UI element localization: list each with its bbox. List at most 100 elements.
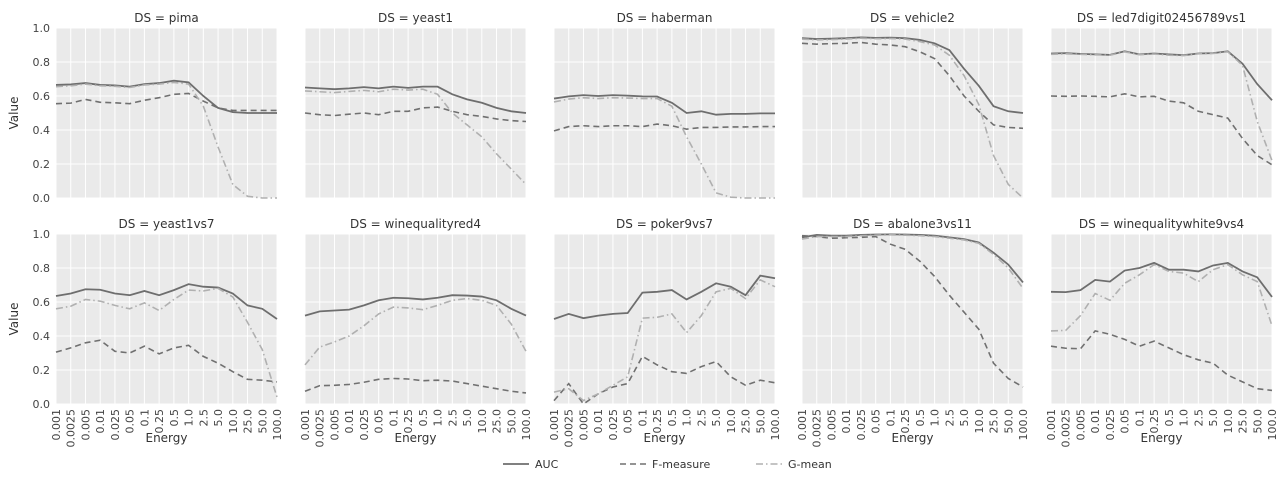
x-tick-label: 0.025 bbox=[855, 409, 868, 441]
x-tick-label: 2.5 bbox=[197, 409, 210, 427]
series-line-g-mean bbox=[1050, 263, 1273, 332]
facet-title: DS = vehicle2 bbox=[870, 11, 955, 25]
y-tick-label: 0.2 bbox=[33, 364, 51, 377]
x-tick-label: 0.0025 bbox=[563, 409, 576, 448]
facet-title: DS = yeast1 bbox=[378, 11, 453, 25]
y-tick-label: 0.4 bbox=[33, 330, 51, 343]
x-tick-label: 25.0 bbox=[988, 409, 1001, 434]
facet-title: DS = led7digit02456789vs1 bbox=[1077, 11, 1246, 25]
x-tick-label: 50.0 bbox=[256, 409, 269, 434]
x-tick-label: 10.0 bbox=[227, 409, 240, 434]
x-tick-label: 1.0 bbox=[183, 409, 196, 427]
x-tick-label: 100.0 bbox=[1266, 409, 1279, 441]
x-tick-label: 0.1 bbox=[636, 409, 649, 427]
x-tick-label: 0.0025 bbox=[65, 409, 78, 448]
series-line-auc bbox=[801, 233, 1024, 284]
legend-item-f-measure: F-measure bbox=[620, 458, 711, 471]
x-tick-label: 0.05 bbox=[622, 409, 635, 434]
x-tick-label: 0.005 bbox=[825, 409, 838, 441]
x-tick-label: 2.5 bbox=[943, 409, 956, 427]
series-line-auc bbox=[553, 274, 776, 320]
x-tick-label: 0.0025 bbox=[1060, 409, 1073, 448]
x-tick-label: 0.5 bbox=[168, 409, 181, 427]
legend-label: G-mean bbox=[788, 458, 832, 471]
legend: AUC F-measure G-mean bbox=[503, 458, 832, 471]
x-tick-label: 0.025 bbox=[1104, 409, 1117, 441]
facet-led7digit02456789vs1: DS = led7digit02456789vs1 bbox=[1050, 11, 1273, 199]
x-tick-label: 100.0 bbox=[769, 409, 782, 441]
x-tick-label: 0.01 bbox=[1089, 409, 1102, 434]
x-tick-label: 50.0 bbox=[1002, 409, 1015, 434]
x-axis-title: Energy bbox=[643, 431, 685, 445]
x-tick-label: 1.0 bbox=[1178, 409, 1191, 427]
legend-label: AUC bbox=[535, 458, 559, 471]
facet-haberman: DS = haberman bbox=[553, 11, 776, 199]
facet-background bbox=[305, 28, 526, 198]
facet-title: DS = winequalitywhite9vs4 bbox=[1079, 217, 1244, 231]
x-tick-label: 100.0 bbox=[1017, 409, 1030, 441]
x-tick-label: 0.25 bbox=[899, 409, 912, 434]
facet-vehicle2: DS = vehicle2 bbox=[801, 11, 1024, 199]
x-tick-label: 1.0 bbox=[681, 409, 694, 427]
series-line-auc bbox=[1050, 50, 1273, 101]
x-tick-label: 50.0 bbox=[1251, 409, 1264, 434]
facet-title: DS = poker9vs7 bbox=[616, 217, 713, 231]
x-tick-label: 100.0 bbox=[520, 409, 533, 441]
y-tick-label: 0.8 bbox=[33, 262, 51, 275]
x-axis-title: Energy bbox=[1140, 431, 1182, 445]
x-tick-label: 0.001 bbox=[299, 409, 312, 441]
series-line-auc bbox=[801, 36, 1024, 114]
legend-label: F-measure bbox=[652, 458, 711, 471]
facet-pima: DS = pima 0.0 0.2 0.4 0.6 0.8 1.0 Value bbox=[7, 11, 278, 205]
x-tick-label: 0.005 bbox=[328, 409, 341, 441]
legend-item-auc: AUC bbox=[503, 458, 559, 471]
facet-background bbox=[56, 234, 277, 404]
y-tick-label: 1.0 bbox=[33, 22, 51, 35]
y-tick-label: 0.0 bbox=[33, 398, 51, 411]
series-line-f-measure bbox=[304, 377, 527, 394]
facet-title: DS = yeast1vs7 bbox=[119, 217, 215, 231]
y-tick-label: 0.4 bbox=[33, 124, 51, 137]
x-tick-label: 0.001 bbox=[1045, 409, 1058, 441]
x-tick-label: 0.1 bbox=[387, 409, 400, 427]
x-tick-label: 0.5 bbox=[1163, 409, 1176, 427]
series-line-f-measure bbox=[801, 234, 1024, 388]
x-tick-label: 0.005 bbox=[79, 409, 92, 441]
facet-yeast1: DS = yeast1 bbox=[304, 11, 527, 199]
x-tick-label: 10.0 bbox=[1222, 409, 1235, 434]
x-tick-label: 100.0 bbox=[271, 409, 284, 441]
series-line-g-mean bbox=[304, 297, 527, 366]
series-line-g-mean bbox=[55, 81, 277, 199]
x-tick-label: 25.0 bbox=[740, 409, 753, 434]
x-tick-label: 25.0 bbox=[1237, 409, 1250, 434]
series-line-f-measure bbox=[1050, 330, 1273, 392]
x-tick-label: 0.1 bbox=[884, 409, 897, 427]
x-tick-label: 0.5 bbox=[914, 409, 927, 427]
series-line-auc bbox=[55, 79, 277, 114]
y-axis-title: Value bbox=[7, 303, 21, 336]
series-line-f-measure bbox=[1050, 92, 1273, 166]
x-tick-label: 0.25 bbox=[153, 409, 166, 434]
y-axis-title: Value bbox=[7, 97, 21, 130]
series-line-f-measure bbox=[55, 92, 277, 112]
series-line-auc bbox=[304, 294, 527, 317]
x-tick-label: 25.0 bbox=[491, 409, 504, 434]
series-line-f-measure bbox=[304, 106, 527, 123]
series-line-g-mean bbox=[801, 37, 1024, 199]
x-tick-label: 0.05 bbox=[124, 409, 137, 434]
x-tick-label: 25.0 bbox=[242, 409, 255, 434]
x-tick-label: 0.25 bbox=[651, 409, 664, 434]
x-tick-label: 0.005 bbox=[1074, 409, 1087, 441]
x-tick-label: 50.0 bbox=[754, 409, 767, 434]
x-tick-label: 5.0 bbox=[958, 409, 971, 427]
facet-title: DS = haberman bbox=[617, 11, 713, 25]
x-tick-label: 5.0 bbox=[212, 409, 225, 427]
series-line-auc bbox=[1050, 261, 1273, 298]
x-tick-label: 0.25 bbox=[402, 409, 415, 434]
x-tick-label: 2.5 bbox=[446, 409, 459, 427]
legend-item-g-mean: G-mean bbox=[756, 458, 832, 471]
y-tick-label: 0.8 bbox=[33, 56, 51, 69]
x-axis-title: Energy bbox=[145, 431, 187, 445]
